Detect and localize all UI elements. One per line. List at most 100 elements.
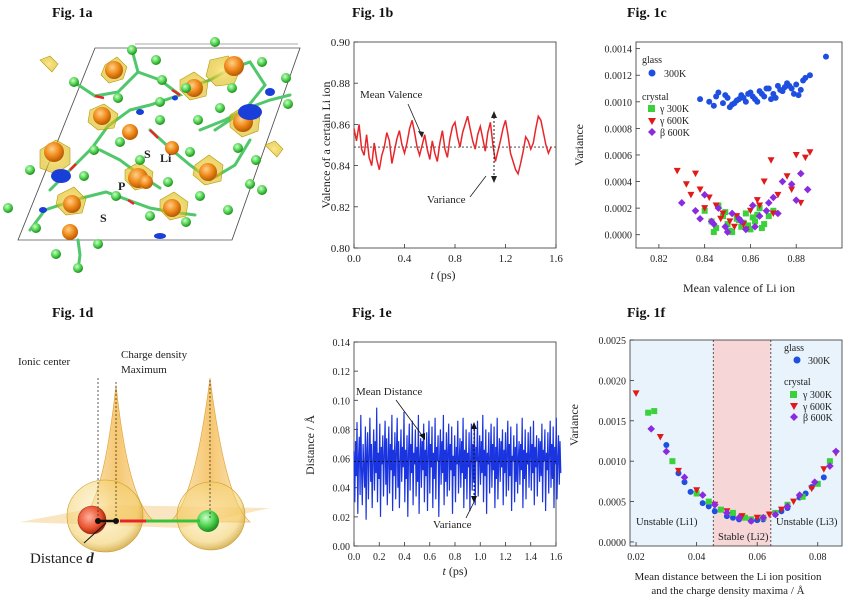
legend-f-glass-marker — [793, 356, 801, 364]
label-s-1: S — [144, 147, 151, 161]
fig-1c-point — [769, 210, 777, 217]
legend-c-glass-marker — [648, 69, 656, 77]
y-tick-label: 0.84 — [331, 161, 351, 173]
fig-1c-ylabel: Variance — [572, 124, 586, 166]
y-tick-label: 0.0008 — [605, 124, 633, 135]
y-tick-label: 0.04 — [333, 484, 351, 495]
fig-1c-point — [735, 214, 743, 223]
fig-1f-point — [705, 498, 712, 505]
fig-1c-point — [705, 194, 713, 201]
x-tick-label: 1.2 — [499, 253, 513, 265]
fig-1c-point — [742, 225, 750, 234]
fig-1c-point — [769, 193, 778, 202]
x-tick-label: 0.82 — [650, 254, 668, 265]
y-tick-label: 0.0005 — [599, 498, 627, 509]
y-tick-label: 0.0004 — [605, 178, 633, 189]
fig-1d-ionic-center: Ionic center — [18, 356, 71, 368]
x-tick-label: 0.02 — [627, 552, 645, 563]
legend-f-glass-head: glass — [784, 343, 804, 354]
fig-1c-point — [767, 157, 775, 164]
x-tick-label: 0.8 — [448, 253, 462, 265]
y-tick-label: 0.10 — [333, 396, 351, 407]
fig-1c-point — [754, 98, 761, 105]
x-tick-label: 0.04 — [688, 552, 706, 563]
legend-c-glass-300: 300K — [664, 69, 687, 80]
fig-1f-point — [765, 511, 773, 518]
fig-1f-point — [687, 488, 694, 495]
fig-1f-ylabel: Variance — [567, 404, 581, 446]
x-tick-label: 0.86 — [742, 254, 760, 265]
fig-1c-point — [715, 89, 722, 96]
fig-1e-chart: 0.0 0.2 0.4 0.6 0.8 1.0 1.2 1.4 1.6 0.00 0.02 0.04 0… — [303, 338, 562, 578]
fig-1f-point — [699, 500, 706, 507]
fig-1c-point — [722, 92, 729, 99]
fig-1f-point — [814, 480, 821, 487]
fig-1c-point — [765, 213, 772, 220]
fig-1e-ylabel: Distance / Å — [303, 415, 317, 475]
fig-1f-point — [669, 458, 676, 465]
fig-1c-point — [677, 199, 686, 207]
fig-1c-point — [797, 86, 804, 93]
fig-1b-chart: 0.0 0.4 0.8 1.2 1.60.800.820.840.860.880.90 … — [319, 37, 563, 282]
fig-1c-point — [774, 191, 782, 199]
fig-1c-point — [742, 210, 749, 217]
fig-1c-point — [691, 206, 700, 215]
fig-1c-point — [764, 199, 773, 207]
fig-1c-point — [806, 72, 813, 79]
fig-1f-point — [759, 513, 768, 522]
legend-c-b600: β 600K — [660, 128, 691, 139]
fig-1c-point — [793, 81, 800, 88]
fig-1f-point — [647, 425, 655, 433]
fig-1c-point — [762, 206, 771, 215]
y-tick-label: 0.0025 — [599, 336, 627, 347]
fig-1f-point — [771, 510, 780, 519]
fig-1c-point — [778, 177, 787, 186]
fig-1f-label-unstable-li3: Unstable (Li3) — [776, 517, 838, 528]
fig-1c-point — [724, 221, 731, 228]
fig-1c-title: Fig. 1c — [627, 6, 667, 21]
fig-1f-point — [742, 514, 749, 521]
fig-1f-point — [808, 485, 816, 493]
fig-1c-point — [717, 215, 725, 223]
fig-1c-point — [713, 225, 720, 232]
y-tick-label: 0.0014 — [605, 45, 633, 56]
legend-f-b600: β 600K — [803, 413, 834, 424]
fig-1c-point — [755, 212, 764, 220]
fig-1f-point — [783, 502, 792, 511]
fig-1f-point — [681, 479, 688, 486]
fig-1f-point — [820, 474, 827, 481]
fig-1f-legend: glass 300K crystal γ 300K γ 600K β 600K — [784, 343, 834, 424]
fig-1b-valence-series — [353, 114, 552, 176]
fig-1c-point — [737, 217, 746, 226]
fig-1c-point — [726, 218, 734, 225]
fig-1f-point — [723, 509, 731, 517]
fig-1f-point — [674, 467, 682, 475]
y-tick-label: 0.0002 — [605, 204, 633, 215]
fig-1c-xlabel: Mean valence of Li ion — [683, 281, 795, 295]
legend-c-g600-marker — [648, 118, 656, 125]
fig-1b-ylabel: Valence of a certain Li ion — [319, 82, 333, 209]
fig-1c-point — [712, 202, 720, 209]
label-li: Li — [160, 151, 172, 165]
fig-1f-point — [693, 487, 701, 494]
fig-1e-annot-variance: Variance — [433, 519, 472, 531]
fig-1c-point — [696, 186, 704, 194]
y-tick-label: 0.14 — [333, 338, 351, 349]
fig-1f-point — [799, 493, 806, 500]
fig-1c-point — [700, 191, 709, 199]
y-tick-label: 0.0020 — [599, 376, 627, 387]
fig-1f-point — [820, 466, 828, 473]
x-tick-label: 1.6 — [549, 253, 563, 265]
fig-1c-point — [719, 210, 727, 217]
fig-1c-point — [714, 204, 723, 212]
fig-1b-xlabel: t (ps) — [430, 268, 455, 282]
fig-1c-point — [696, 214, 704, 223]
x-tick-label: 0.4 — [398, 552, 411, 563]
x-tick-label: 1.0 — [474, 552, 487, 563]
fig-1c-point — [786, 82, 793, 89]
x-tick-label: 0.4 — [398, 253, 412, 265]
fig-1b-annot-variance: Variance — [427, 194, 466, 206]
label-p: P — [118, 179, 125, 193]
fig-1c-point — [701, 205, 709, 212]
fig-1a-crystal: S S P Li — [3, 37, 301, 273]
